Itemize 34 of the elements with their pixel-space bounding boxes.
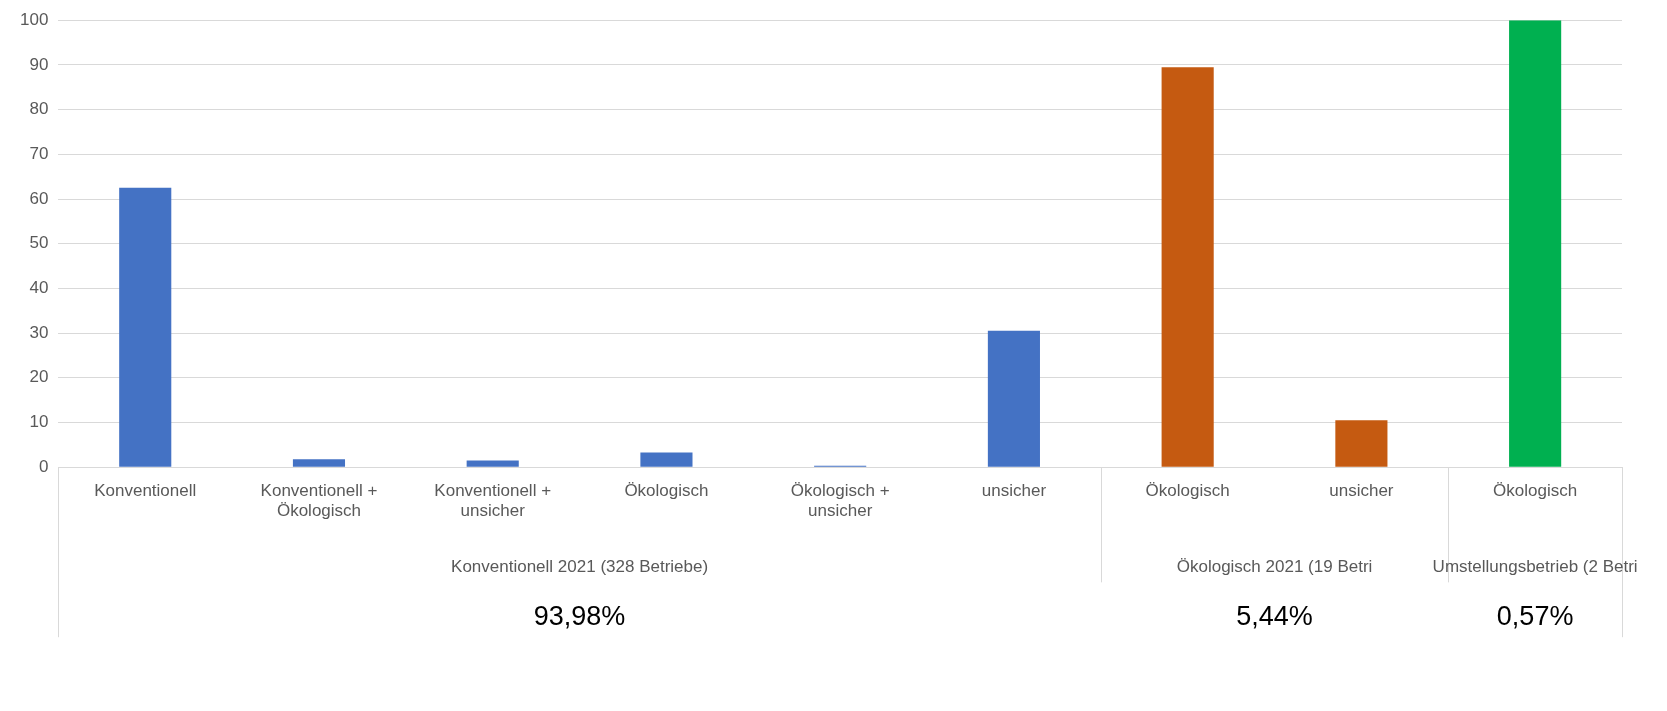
y-tick-label: 40 [29, 278, 49, 298]
y-tick-label: 100 [19, 9, 49, 29]
text: 93,98% [533, 600, 626, 631]
bar [987, 330, 1040, 467]
bar [1509, 20, 1562, 467]
y-tick-label: 70 [29, 143, 49, 163]
bar [1161, 67, 1214, 467]
x-tick-label: Konventionell [94, 481, 197, 501]
text: Ökologisch 2021 (19 Betri [1176, 556, 1373, 576]
y-tick-label: 80 [29, 99, 49, 119]
bar [119, 187, 172, 467]
text: Konventionell 2021 (328 Betriebe) [451, 556, 709, 576]
x-tick-label: unsicher [1329, 481, 1394, 501]
x-tick-label: Ökologisch [1493, 481, 1578, 501]
text: 0,57% [1496, 600, 1574, 631]
y-tick-label: 30 [29, 322, 49, 342]
x-tick-label: Ökologisch + unsicher [790, 481, 890, 521]
x-tick-label: Ökologisch [624, 481, 709, 501]
x-tick-label: Konventionell + Ökologisch [260, 481, 378, 521]
text: 5,44% [1236, 600, 1313, 631]
x-tick-label: Konventionell + unsicher [434, 481, 552, 521]
y-tick-label: 50 [29, 233, 49, 253]
text: Umstellungsbetrieb (2 Betri [1432, 556, 1638, 576]
bar [1335, 420, 1388, 467]
y-tick-label: 10 [29, 412, 49, 432]
bar [640, 452, 693, 467]
x-tick-label: unsicher [981, 481, 1047, 501]
y-tick-label: 60 [29, 188, 49, 208]
y-tick-label: 90 [29, 54, 49, 74]
bar [466, 460, 519, 467]
bar [292, 459, 346, 467]
y-tick-label: 20 [29, 367, 49, 387]
x-tick-label: Ökologisch [1145, 481, 1230, 501]
y-tick-label: 0 [38, 456, 49, 476]
